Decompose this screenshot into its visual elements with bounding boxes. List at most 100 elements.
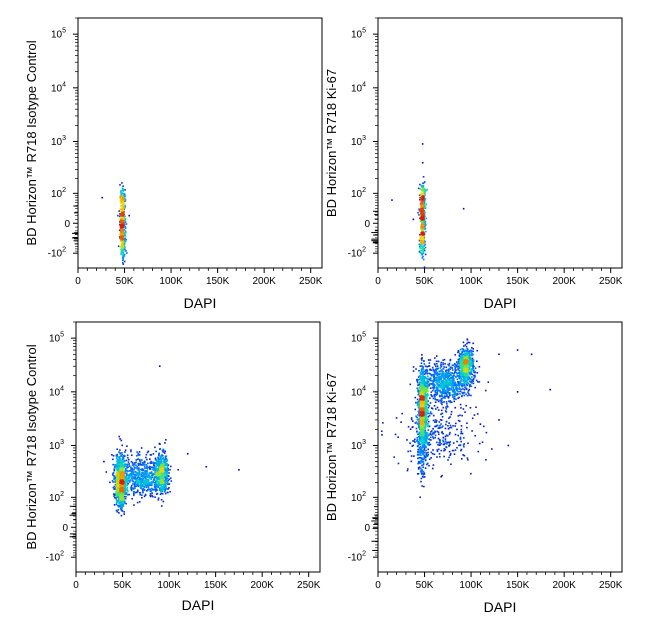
outlier-dot (187, 453, 189, 455)
event-dot (122, 247, 124, 249)
event-dot (421, 457, 423, 459)
event-dot (432, 436, 434, 438)
event-dot (423, 226, 425, 228)
event-dot (456, 386, 458, 388)
event-dot (119, 495, 121, 497)
event-dot (120, 489, 122, 491)
event-dot (421, 205, 423, 207)
event-dot (151, 454, 153, 456)
event-dot (483, 426, 485, 428)
event-dot (113, 493, 115, 495)
event-dot (442, 391, 444, 393)
event-dot (440, 377, 442, 379)
outlier-dot (238, 469, 240, 471)
y-tick-label: 105 (49, 332, 64, 345)
event-dot (167, 475, 169, 477)
event-dot (408, 426, 410, 428)
event-dot (165, 439, 167, 441)
event-dot (116, 494, 118, 496)
event-dot (434, 454, 436, 456)
event-dot (122, 461, 124, 463)
event-dot (149, 495, 151, 497)
event-dot (117, 215, 119, 217)
event-dot (133, 491, 135, 493)
event-dot (144, 468, 146, 470)
event-dot (460, 441, 462, 443)
event-dot (144, 487, 146, 489)
event-dot (417, 389, 419, 391)
event-dot (421, 371, 423, 373)
event-dot (114, 497, 116, 499)
event-dot (409, 442, 411, 444)
event-dot (452, 425, 454, 427)
event-dot (455, 434, 457, 436)
event-dot (476, 372, 478, 374)
event-dot (423, 457, 425, 459)
event-dot (401, 413, 403, 415)
event-dot (450, 374, 452, 376)
x-tick-label: 200K (552, 580, 576, 591)
event-dot (461, 415, 463, 417)
event-dot (418, 463, 420, 465)
event-dot (410, 461, 412, 463)
event-dot (407, 470, 409, 472)
event-dot (464, 411, 466, 413)
event-dot (460, 380, 462, 382)
x-axis-label: DAPI (484, 599, 517, 615)
event-dot (146, 465, 148, 467)
event-dot (137, 502, 139, 504)
event-dot (117, 505, 119, 507)
event-dot (450, 414, 452, 416)
event-dot (446, 408, 448, 410)
event-dot (165, 478, 167, 480)
event-dot (439, 399, 441, 401)
event-dot (147, 487, 149, 489)
event-dot (479, 381, 481, 383)
event-dot (438, 409, 440, 411)
event-dot (398, 463, 400, 465)
event-dot (162, 487, 164, 489)
event-dot (420, 365, 422, 367)
event-dot (117, 487, 119, 489)
event-dot (422, 243, 424, 245)
event-dot (429, 383, 431, 385)
event-dot (159, 448, 161, 450)
event-dot (422, 256, 424, 258)
event-dot (127, 454, 129, 456)
event-dot (123, 513, 125, 515)
event-dot (450, 382, 452, 384)
outlier-dot (206, 466, 208, 468)
event-dot (482, 441, 484, 443)
event-dot (474, 414, 476, 416)
event-dot (153, 482, 155, 484)
event-dot (465, 386, 467, 388)
event-dot (157, 493, 159, 495)
event-dot (461, 395, 463, 397)
event-dot (163, 501, 165, 503)
event-dot (122, 262, 124, 264)
event-dot (131, 472, 133, 474)
event-dot (466, 422, 468, 424)
event-dot (116, 471, 118, 473)
event-dot (442, 401, 444, 403)
event-dot (423, 239, 425, 241)
event-dot (163, 482, 165, 484)
x-tick-label: 250K (297, 580, 321, 591)
event-dot (420, 453, 422, 455)
event-dot (135, 479, 137, 481)
event-dot (168, 464, 170, 466)
event-dot (144, 481, 146, 483)
event-dot (119, 184, 121, 186)
event-dot (131, 487, 133, 489)
event-dot (163, 485, 165, 487)
event-dot (142, 491, 144, 493)
event-dot (177, 469, 179, 471)
event-dot (445, 438, 447, 440)
event-dot (166, 455, 168, 457)
event-dot (456, 384, 458, 386)
event-dot (144, 466, 146, 468)
event-dot (449, 393, 451, 395)
event-dot (441, 432, 443, 434)
event-dot (423, 471, 425, 473)
event-dot (454, 383, 456, 385)
